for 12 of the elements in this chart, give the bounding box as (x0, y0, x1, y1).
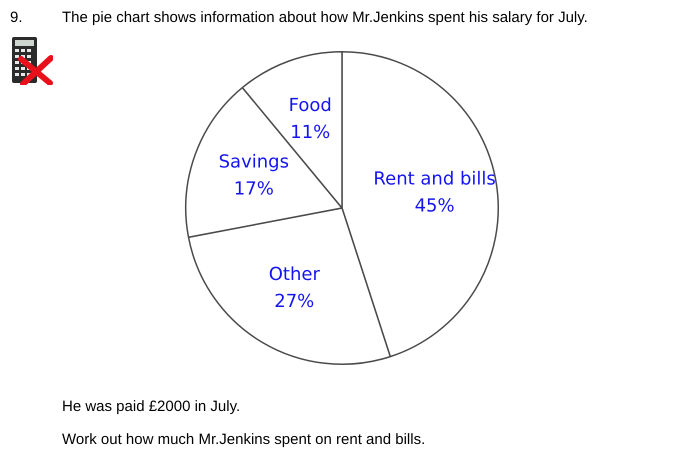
text: He was paid £2000 in July. (62, 398, 240, 416)
slice-label: Savings (218, 151, 289, 172)
data-label: 17% (234, 178, 274, 200)
data-label: 11% (290, 122, 330, 143)
data-label: 27% (274, 290, 314, 312)
text: 9. (10, 9, 23, 27)
chart-title: The pie chart shows information about how Mr.Jenkins spent his salary for July. (62, 9, 588, 27)
slice-label: Food (288, 94, 332, 116)
slice-label: Other (268, 264, 320, 285)
text: Work out how much Mr.Jenkins spent on rent and bills. (62, 431, 426, 449)
data-label: 45% (414, 196, 455, 217)
slice-label: Rent and bills (373, 168, 496, 190)
